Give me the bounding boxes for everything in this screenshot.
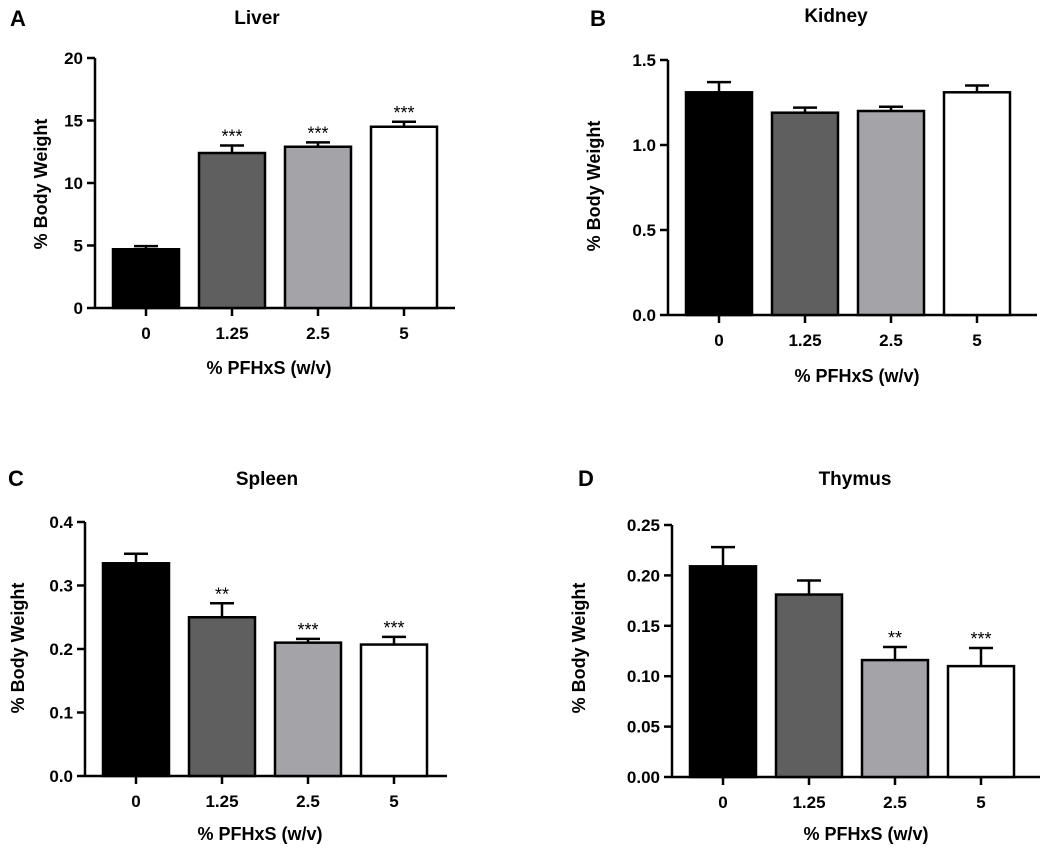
- bar-liver-2.5: [283, 145, 353, 310]
- x-tick-label-kidney: 0: [714, 331, 723, 350]
- panel-letter-c: C: [8, 466, 24, 491]
- y-tick-label-liver: 10: [64, 174, 83, 193]
- chart-title-thymus: Thymus: [819, 469, 892, 490]
- x-tick-label-thymus: 0: [718, 793, 727, 812]
- significance-label-spleen: **: [215, 584, 229, 604]
- y-axis-label-spleen: % Body Weight: [8, 583, 28, 714]
- y-tick-label-spleen: 0.3: [49, 577, 73, 596]
- chart-title-liver: Liver: [234, 8, 280, 29]
- bar-thymus-0: [688, 565, 758, 779]
- panel-spleen: C Spleen % Body Weight % PFHxS (w/v) 0.0…: [8, 466, 447, 844]
- significance-label-spleen: ***: [297, 620, 318, 640]
- x-axis-label-liver: % PFHxS (w/v): [206, 358, 331, 378]
- panel-kidney: B Kidney % Body Weight % PFHxS (w/v) 0.0…: [584, 6, 1037, 386]
- x-tick-label-thymus: 2.5: [883, 793, 907, 812]
- chart-title-kidney: Kidney: [804, 6, 868, 27]
- panel-thymus: D Thymus % Body Weight % PFHxS (w/v) 0.0…: [569, 466, 1040, 844]
- y-tick-label-spleen: 0.4: [49, 513, 73, 532]
- significance-label-spleen: ***: [383, 618, 404, 638]
- x-tick-label-spleen: 1.25: [205, 792, 238, 811]
- x-axis-label-thymus: % PFHxS (w/v): [803, 824, 928, 844]
- significance-label-thymus: ***: [970, 629, 991, 649]
- x-tick-label-thymus: 5: [976, 793, 985, 812]
- bar-liver-5: [369, 125, 439, 310]
- x-axis-label-kidney: % PFHxS (w/v): [794, 366, 919, 386]
- panel-liver: A Liver % Body Weight % PFHxS (w/v) 0 5 10…: [10, 6, 455, 378]
- x-tick-label-spleen: 5: [389, 792, 398, 811]
- y-tick-label-spleen: 0.2: [49, 640, 73, 659]
- y-tick-label-thymus: 0.10: [627, 667, 660, 686]
- y-axis-label-thymus: % Body Weight: [569, 583, 589, 714]
- y-tick-label-thymus: 0.00: [627, 768, 660, 787]
- bar-kidney-5: [942, 91, 1012, 317]
- y-tick-label-spleen: 0.0: [49, 767, 73, 786]
- significance-label-liver: ***: [393, 103, 414, 123]
- bar-thymus-2.5: [860, 658, 930, 779]
- bar-liver-1.25: [197, 151, 267, 310]
- x-tick-label-liver: 1.25: [215, 324, 248, 343]
- panel-letter-b: B: [590, 6, 606, 31]
- x-tick-label-kidney: 1.25: [788, 331, 821, 350]
- y-tick-label-thymus: 0.05: [627, 718, 660, 737]
- y-axis-label-liver: % Body Weight: [31, 119, 51, 250]
- y-tick-label-thymus: 0.20: [627, 566, 660, 585]
- y-tick-label-thymus: 0.15: [627, 617, 660, 636]
- bar-spleen-5: [359, 643, 429, 778]
- y-tick-label-spleen: 0.1: [49, 704, 73, 723]
- bar-kidney-2.5: [856, 109, 926, 317]
- x-tick-label-spleen: 2.5: [296, 792, 320, 811]
- x-tick-label-spleen: 0: [131, 792, 140, 811]
- x-tick-label-liver: 2.5: [306, 324, 330, 343]
- y-tick-label-liver: 5: [74, 237, 83, 256]
- chart-title-spleen: Spleen: [236, 469, 298, 490]
- bar-thymus-1.25: [774, 593, 844, 779]
- bar-kidney-1.25: [770, 111, 840, 317]
- x-axis-label-spleen: % PFHxS (w/v): [197, 824, 322, 844]
- x-tick-label-liver: 5: [399, 324, 408, 343]
- panel-letter-a: A: [10, 6, 26, 31]
- bar-spleen-1.25: [187, 616, 257, 778]
- x-tick-label-thymus: 1.25: [792, 793, 825, 812]
- y-tick-label-kidney: 0.5: [632, 221, 656, 240]
- y-tick-label-kidney: 1.0: [632, 136, 656, 155]
- significance-label-thymus: **: [888, 628, 902, 648]
- y-tick-label-kidney: 1.5: [632, 51, 656, 70]
- y-tick-label-liver: 20: [64, 49, 83, 68]
- y-tick-label-thymus: 0.25: [627, 516, 660, 535]
- x-tick-label-kidney: 2.5: [879, 331, 903, 350]
- bar-spleen-2.5: [273, 641, 343, 778]
- x-tick-label-kidney: 5: [972, 331, 981, 350]
- y-tick-label-liver: 0: [74, 299, 83, 318]
- y-axis-label-kidney: % Body Weight: [584, 121, 604, 252]
- significance-label-liver: ***: [221, 127, 242, 147]
- bar-kidney-0: [684, 91, 754, 317]
- bar-liver-0: [111, 248, 181, 310]
- y-tick-label-liver: 15: [64, 112, 83, 131]
- bar-thymus-5: [946, 664, 1016, 779]
- y-tick-label-kidney: 0.0: [632, 306, 656, 325]
- significance-label-liver: ***: [307, 123, 328, 143]
- panel-letter-d: D: [578, 466, 594, 491]
- x-tick-label-liver: 0: [141, 324, 150, 343]
- bar-spleen-0: [101, 562, 171, 778]
